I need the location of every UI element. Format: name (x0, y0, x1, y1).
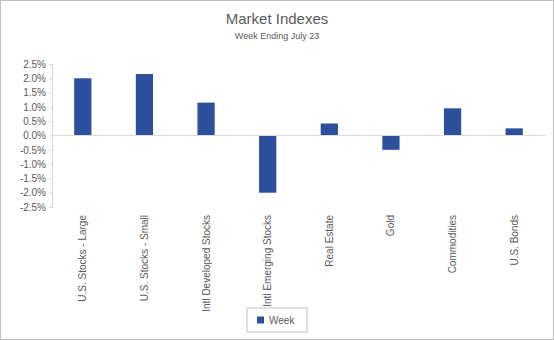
legend-swatch (257, 317, 264, 324)
y-tick-label: 2.0% (23, 73, 46, 84)
x-tick-label: U.S. Stocks - Large (77, 215, 88, 302)
x-tick-label: Commodities (447, 215, 458, 273)
y-tick-mark (49, 64, 52, 65)
y-tick: -2.5% (20, 202, 52, 213)
bar (382, 136, 399, 150)
y-tick: -2.0% (20, 187, 52, 198)
y-tick: -1.5% (20, 173, 52, 184)
x-tick: Intl Developed Stocks (201, 211, 212, 312)
x-tick-label: Intl Developed Stocks (201, 215, 212, 312)
x-tick: U.S. Stocks - Large (77, 211, 88, 302)
x-axis-line (53, 211, 546, 212)
y-tick-label: -1.5% (20, 173, 46, 184)
y-tick: 0.0% (23, 130, 52, 141)
y-tick-label: 1.0% (23, 102, 46, 113)
y-tick: 2.0% (23, 73, 52, 84)
y-tick-label: 0.0% (23, 130, 46, 141)
y-tick-mark (49, 150, 52, 151)
y-tick-label: 2.5% (23, 59, 46, 70)
x-axis: U.S. Stocks - Large U.S. Stocks - Small In… (53, 211, 546, 312)
x-tick-label: U.S. Stocks - Small (139, 215, 150, 301)
x-tick-label: Intl Emerging Stocks (262, 215, 273, 307)
bar (321, 123, 338, 135)
chart-frame (1, 1, 554, 340)
y-tick-mark (49, 136, 52, 137)
subtitle: Week Ending July 23 (235, 31, 319, 41)
y-tick-label: -2.5% (20, 202, 46, 213)
y-axis: 2.5% 2.0% 1.5% 1.0% 0.5% 0.0% -0.5% -1.0% -1.5% -… (20, 59, 53, 213)
x-tick: U.S. Stocks - Small (139, 211, 150, 301)
chart: Market Indexes Week Ending July 23 2.5% 2.0… (0, 0, 554, 340)
legend-label: Week (269, 315, 295, 326)
y-tick-label: -2.0% (20, 187, 46, 198)
title: Market Indexes (226, 10, 329, 27)
y-tick: -0.5% (20, 145, 52, 156)
x-tick-label: Gold (385, 215, 396, 236)
x-tick-label: U.S. Bonds (509, 215, 520, 266)
y-tick-mark (49, 93, 52, 94)
y-tick-label: 0.5% (23, 116, 46, 127)
bar (74, 78, 91, 135)
y-tick-label: 1.5% (23, 87, 46, 98)
bar (259, 136, 276, 193)
y-tick-mark (49, 78, 52, 79)
y-tick-mark (49, 121, 52, 122)
x-tick: U.S. Bonds (509, 211, 520, 266)
y-tick-label: -1.0% (20, 159, 46, 170)
y-tick-mark (49, 107, 52, 108)
bars (74, 74, 523, 193)
bar (197, 103, 214, 136)
y-tick: 1.0% (23, 102, 52, 113)
y-tick-label: -0.5% (20, 145, 46, 156)
legend: Week (247, 308, 307, 332)
y-tick-mark (49, 164, 52, 165)
legend-frame (247, 308, 307, 332)
bar (444, 108, 461, 135)
y-tick-mark (49, 207, 52, 208)
x-tick: Real Estate (324, 211, 335, 267)
y-tick-mark (49, 193, 52, 194)
y-axis-line (49, 65, 53, 208)
y-tick-mark (49, 178, 52, 179)
y-tick: -1.0% (20, 159, 52, 170)
x-tick-label: Real Estate (324, 215, 335, 267)
bar (136, 74, 153, 135)
y-tick: 1.5% (23, 87, 52, 98)
bar (506, 128, 523, 135)
x-tick: Intl Emerging Stocks (262, 211, 273, 307)
y-tick: 0.5% (23, 116, 52, 127)
x-tick: Commodities (447, 211, 458, 273)
y-tick: 2.5% (23, 59, 52, 70)
x-tick: Gold (385, 211, 396, 236)
baseline (52, 135, 545, 136)
